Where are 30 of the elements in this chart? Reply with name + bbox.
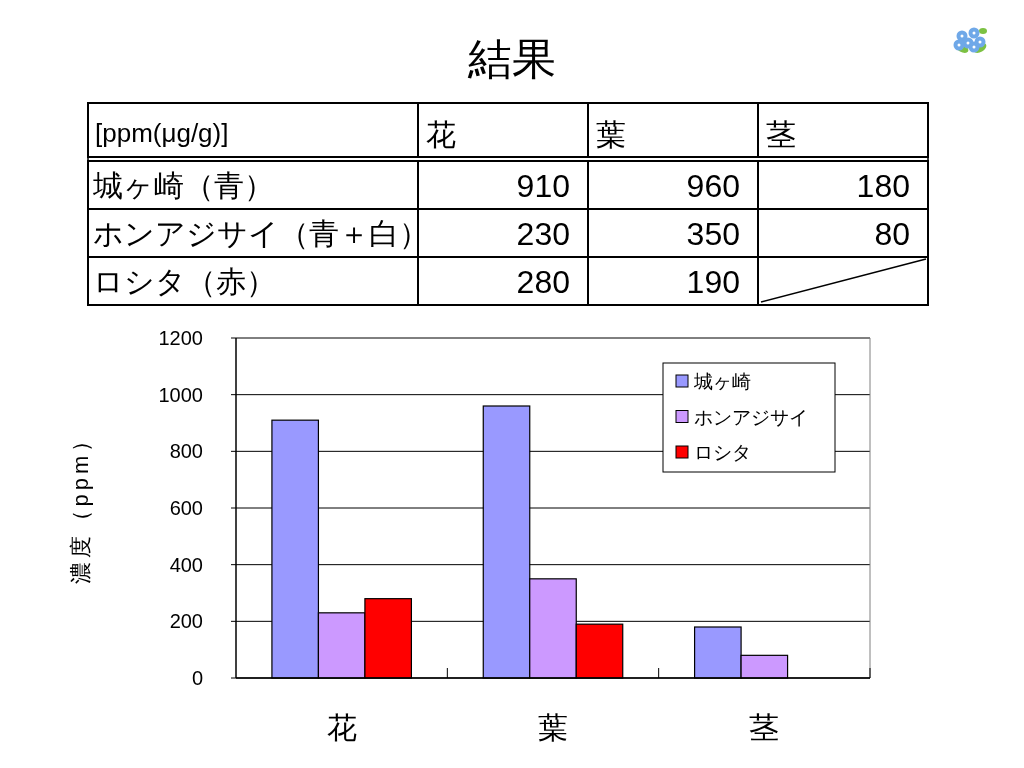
- x-tick-label: 花: [326, 711, 357, 744]
- x-tick-label: 葉: [538, 711, 568, 744]
- text: ホンアジサイ（青＋白）: [93, 217, 429, 250]
- text: 180: [856, 168, 910, 204]
- text: 190: [686, 264, 740, 300]
- y-tick-label: 600: [169, 497, 203, 519]
- x-tick-label: 茎: [749, 711, 780, 744]
- text: 葉: [596, 118, 626, 151]
- y-tick-label: 800: [169, 440, 203, 463]
- y-tick-label: 1200: [158, 327, 203, 349]
- title: 結果: [468, 34, 556, 83]
- text: 花: [426, 118, 456, 151]
- text: 350: [686, 216, 740, 252]
- text: 80: [874, 216, 910, 252]
- y-tick-label: 400: [169, 553, 203, 576]
- text: ロシタ（赤）: [93, 265, 276, 298]
- text: 910: [516, 168, 570, 204]
- legend-label: ホンアジサイ: [694, 406, 808, 428]
- ylabel: 濃度（ppm）: [68, 425, 93, 585]
- text: 茎: [766, 118, 796, 151]
- text: 230: [516, 216, 570, 252]
- text: 城ヶ崎（青）: [92, 169, 274, 202]
- y-tick-label: 200: [169, 610, 203, 633]
- text: [ppm(μg/g)]: [95, 118, 229, 148]
- text: 280: [516, 264, 570, 300]
- text: 960: [686, 168, 740, 204]
- y-tick-label: 1000: [158, 383, 203, 406]
- legend-label: ロシタ: [694, 442, 751, 463]
- y-tick-label: 0: [191, 667, 203, 689]
- legend-label: 城ヶ崎: [693, 371, 751, 392]
